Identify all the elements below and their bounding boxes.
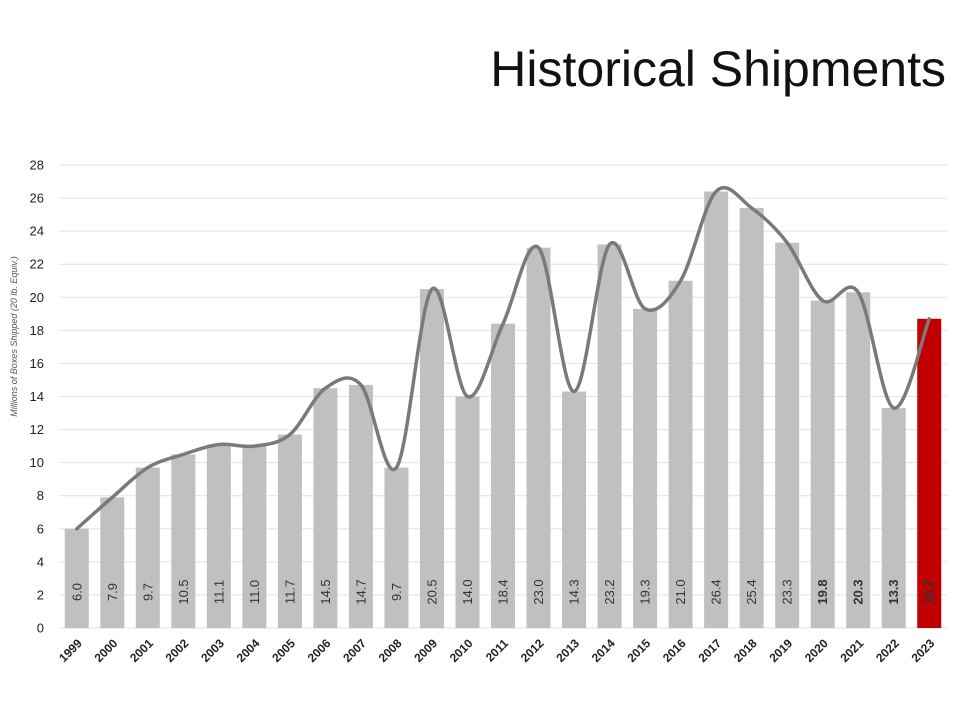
- y-tick-label: 14: [30, 389, 44, 404]
- x-tick-label: 2004: [234, 636, 263, 665]
- bar-2001: [135, 467, 160, 628]
- data-label-2012: 23.0: [531, 579, 546, 604]
- data-label-2002: 10.5: [176, 579, 191, 604]
- x-tick-label: 2014: [589, 636, 618, 665]
- bar-2003: [206, 444, 231, 628]
- bar-2023: [917, 318, 942, 628]
- x-tick-label: 2006: [305, 636, 334, 665]
- bar-2009: [419, 289, 444, 628]
- x-tick-label: 2002: [163, 636, 192, 665]
- bar-2017: [704, 191, 729, 628]
- bar-2015: [633, 308, 658, 628]
- y-tick-label: 12: [30, 422, 44, 437]
- y-tick-label: 10: [30, 455, 44, 470]
- data-label-2019: 23.3: [780, 579, 795, 604]
- y-tick-label: 28: [30, 158, 44, 173]
- bar-2018: [739, 207, 764, 628]
- y-tick-label: 8: [37, 488, 44, 503]
- x-axis-ticks: 1999 2000 2001 2002 2003 2004 2005 2006 2007 2008…: [56, 636, 937, 665]
- x-tick-label: 2019: [766, 636, 795, 665]
- data-label-2005: 11.7: [282, 580, 297, 604]
- data-label-2023: 18.7: [922, 579, 937, 604]
- data-label-2001: 9.7: [140, 583, 155, 601]
- trend-line: [75, 185, 931, 531]
- bar-1999: [64, 528, 89, 628]
- bar-2000: [100, 497, 125, 628]
- bar-2004: [242, 446, 267, 628]
- x-tick-label: 2017: [695, 636, 724, 665]
- data-label-2009: 20.5: [424, 579, 439, 604]
- data-label-2007: 14.7: [353, 579, 368, 604]
- x-tick-label: 2015: [624, 636, 653, 665]
- x-tick-label: 2011: [483, 636, 512, 665]
- y-tick-label: 26: [30, 191, 44, 206]
- x-tick-label: 2009: [411, 636, 440, 665]
- y-tick-label: 0: [37, 621, 44, 636]
- y-tick-label: 18: [30, 323, 44, 338]
- bar-2010: [455, 396, 480, 628]
- x-tick-label: 2008: [376, 636, 405, 665]
- bar-2019: [775, 242, 800, 629]
- y-tick-label: 16: [30, 356, 44, 371]
- x-tick-label: 2007: [340, 636, 369, 665]
- data-label-2020: 19.8: [815, 579, 830, 604]
- bar-2012: [526, 247, 551, 628]
- x-tick-label: 2022: [873, 636, 902, 665]
- x-tick-label: 2013: [553, 636, 582, 665]
- x-tick-label: 2001: [127, 636, 156, 665]
- bar-2008: [384, 467, 409, 628]
- slide-title: Historical Shipments: [490, 41, 946, 97]
- data-label-2000: 7.9: [105, 583, 120, 601]
- data-label-2003: 11.1: [211, 580, 226, 604]
- data-label-2004: 11.0: [247, 580, 262, 604]
- bar-2021: [846, 292, 871, 628]
- bar-2022: [881, 408, 906, 628]
- data-label-2010: 14.0: [460, 579, 475, 604]
- y-tick-label: 6: [37, 521, 44, 536]
- y-tick-label: 20: [30, 290, 44, 305]
- bar-2007: [348, 384, 373, 628]
- y-tick-label: 2: [37, 587, 44, 602]
- x-tick-label: 2021: [838, 636, 867, 665]
- x-tick-label: 2000: [92, 636, 121, 665]
- data-label-2016: 21.0: [673, 579, 688, 604]
- x-tick-label: 2020: [802, 636, 831, 665]
- bar-2013: [562, 391, 587, 628]
- x-tick-label: 2012: [518, 636, 547, 665]
- x-tick-label: 2023: [909, 636, 938, 665]
- data-label-2022: 13.3: [886, 579, 901, 604]
- data-label-2015: 19.3: [638, 579, 653, 604]
- bars: [64, 191, 942, 629]
- data-label-2018: 25.4: [744, 579, 759, 604]
- bar-2011: [491, 323, 515, 628]
- data-label-1999: 6.0: [69, 583, 84, 601]
- data-labels: 6.0 7.9 9.7 10.5 11.1 11.0 11.7 14.5 14.7 9.7 20.5…: [69, 579, 936, 604]
- bar-2020: [810, 300, 835, 628]
- y-tick-label: 24: [30, 224, 44, 239]
- bar-2002: [171, 454, 196, 628]
- bar-2016: [668, 280, 693, 628]
- data-label-2014: 23.2: [602, 579, 617, 604]
- x-tick-label: 2018: [731, 636, 760, 665]
- y-axis-label: Millions of Boxes Shipped (20 lb. Equiv.…: [9, 256, 19, 416]
- y-tick-label: 4: [37, 554, 44, 569]
- y-tick-label: 22: [30, 257, 44, 272]
- data-label-2006: 14.5: [318, 579, 333, 604]
- data-label-2021: 20.3: [851, 579, 866, 604]
- x-tick-label: 1999: [56, 636, 85, 665]
- data-label-2011: 18.4: [496, 579, 511, 604]
- x-tick-label: 2005: [269, 636, 298, 665]
- x-tick-label: 2016: [660, 636, 689, 665]
- data-label-2017: 26.4: [709, 579, 724, 604]
- bar-2006: [313, 388, 338, 628]
- bar-2014: [597, 244, 622, 628]
- x-tick-label: 2010: [447, 636, 476, 665]
- bar-2005: [277, 434, 302, 628]
- x-tick-label: 2003: [198, 636, 227, 665]
- data-label-2013: 14.3: [567, 579, 582, 604]
- data-label-2008: 9.7: [389, 583, 404, 601]
